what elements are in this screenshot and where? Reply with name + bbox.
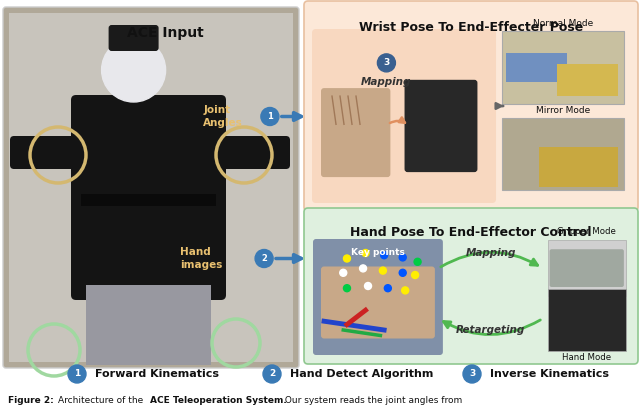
FancyBboxPatch shape [71, 95, 226, 300]
Text: Hand
images: Hand images [180, 247, 222, 270]
Text: Our system reads the joint angles from: Our system reads the joint angles from [282, 396, 462, 405]
FancyBboxPatch shape [539, 147, 618, 187]
Circle shape [102, 38, 166, 102]
Circle shape [340, 269, 347, 276]
Text: Hand Detect Algorithm: Hand Detect Algorithm [290, 369, 433, 379]
Text: 1: 1 [267, 112, 273, 121]
Text: 3: 3 [383, 58, 390, 67]
Circle shape [255, 250, 273, 267]
Text: Normal Mode: Normal Mode [533, 19, 593, 28]
Circle shape [402, 287, 409, 294]
FancyBboxPatch shape [548, 289, 626, 351]
Circle shape [344, 255, 351, 262]
Circle shape [261, 107, 279, 126]
FancyBboxPatch shape [321, 267, 435, 339]
FancyBboxPatch shape [86, 285, 211, 365]
Circle shape [463, 365, 481, 383]
FancyBboxPatch shape [3, 7, 299, 368]
Text: Retargeting: Retargeting [456, 324, 525, 334]
Circle shape [344, 285, 351, 292]
Circle shape [378, 54, 396, 72]
Text: ACE Input: ACE Input [127, 26, 204, 40]
Circle shape [68, 365, 86, 383]
Text: 2: 2 [269, 369, 275, 379]
Circle shape [412, 272, 419, 278]
FancyBboxPatch shape [502, 118, 624, 191]
Circle shape [365, 282, 372, 290]
Text: Architecture of the: Architecture of the [58, 396, 146, 405]
Text: 1: 1 [74, 369, 80, 379]
Text: 3: 3 [469, 369, 475, 379]
FancyBboxPatch shape [404, 80, 477, 172]
Circle shape [414, 258, 421, 265]
Text: Figure 2:: Figure 2: [8, 396, 57, 405]
Circle shape [263, 365, 281, 383]
Circle shape [360, 265, 367, 272]
Text: Hand Pose To End-Effector Control: Hand Pose To End-Effector Control [350, 226, 592, 239]
FancyBboxPatch shape [304, 208, 638, 364]
FancyBboxPatch shape [10, 136, 80, 169]
Circle shape [362, 250, 369, 257]
Text: Forward Kinematics: Forward Kinematics [95, 369, 219, 379]
Text: Mapping: Mapping [465, 248, 516, 258]
FancyBboxPatch shape [557, 64, 618, 97]
FancyBboxPatch shape [313, 239, 443, 355]
FancyBboxPatch shape [321, 88, 390, 177]
Circle shape [380, 267, 387, 274]
Circle shape [399, 254, 406, 261]
FancyBboxPatch shape [109, 25, 159, 51]
FancyBboxPatch shape [502, 31, 624, 104]
Text: Hand Mode: Hand Mode [562, 353, 611, 362]
FancyBboxPatch shape [9, 13, 293, 362]
FancyBboxPatch shape [312, 29, 496, 203]
Text: Gripper Mode: Gripper Mode [557, 227, 616, 236]
FancyBboxPatch shape [506, 53, 567, 82]
Circle shape [381, 252, 388, 259]
FancyBboxPatch shape [81, 193, 216, 206]
Text: Key points: Key points [351, 248, 405, 257]
Text: 2: 2 [261, 254, 267, 263]
Circle shape [385, 285, 391, 292]
Text: Wrist Pose To End-Effecter Pose: Wrist Pose To End-Effecter Pose [359, 21, 583, 34]
Circle shape [399, 269, 406, 276]
Text: Inverse Kinematics: Inverse Kinematics [490, 369, 609, 379]
Text: Mirror Mode: Mirror Mode [536, 106, 590, 115]
FancyBboxPatch shape [548, 240, 626, 296]
FancyBboxPatch shape [304, 1, 638, 211]
FancyBboxPatch shape [550, 249, 624, 287]
FancyBboxPatch shape [217, 136, 290, 169]
Text: ACE Teleoperation System.: ACE Teleoperation System. [150, 396, 287, 405]
Text: Joint
Angles: Joint Angles [204, 105, 243, 128]
Text: Mapping: Mapping [361, 77, 412, 87]
